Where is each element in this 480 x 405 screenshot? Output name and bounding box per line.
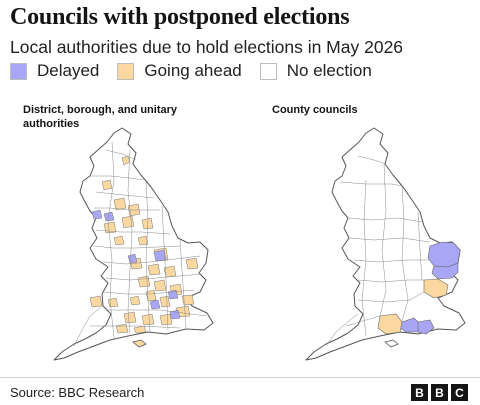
england-landmass (305, 127, 466, 361)
boundary-line (379, 163, 387, 317)
boundary-line (357, 279, 424, 283)
boundary-line (127, 149, 133, 335)
area-going-ahead (103, 221, 117, 234)
boundary-line (179, 239, 187, 329)
boundary-line (95, 191, 155, 199)
area-going-ahead (137, 235, 149, 246)
boundary-line (345, 315, 381, 327)
area-going-ahead (181, 294, 195, 306)
england-outline (305, 127, 466, 361)
area-going-ahead (133, 325, 147, 334)
area-going-ahead (121, 155, 131, 166)
county-east-sussex (417, 319, 435, 335)
area-going-ahead (163, 265, 177, 278)
area-going-ahead (185, 257, 199, 270)
area-going-ahead (123, 311, 137, 324)
area-going-ahead (129, 295, 141, 306)
boundary-line (73, 307, 101, 347)
chart-subtitle: Local authorities due to hold elections … (10, 37, 404, 57)
legend: Delayed Going ahead No election (10, 61, 390, 81)
area-going-ahead (153, 279, 167, 292)
boundary-line (145, 179, 151, 333)
county-boundaries (325, 155, 431, 347)
boundary-line (90, 325, 181, 329)
district-panel-label: District, borough, and unitary authoriti… (23, 104, 178, 130)
legend-swatch-no-election (259, 62, 277, 80)
boundary-line (103, 289, 195, 295)
legend-swatch-delayed (10, 62, 27, 80)
source-note: Source: BBC Research (10, 385, 145, 400)
delayed-counties (399, 241, 461, 335)
boundary-line (94, 207, 160, 211)
boundary-line (103, 255, 201, 265)
area-going-ahead (113, 235, 125, 246)
area-going-ahead (145, 289, 157, 302)
district-map (53, 127, 214, 361)
area-going-ahead (141, 313, 155, 326)
boundary-line (105, 149, 137, 161)
county-norfolk (427, 241, 461, 268)
chart-title: Councils with postponed elections (10, 4, 350, 30)
boundary-line (107, 141, 115, 339)
area-going-ahead (101, 179, 113, 191)
area-delayed (149, 299, 161, 310)
boundary-line (325, 313, 359, 347)
county-map (305, 127, 466, 361)
area-delayed (91, 209, 103, 220)
boundary-line (93, 245, 181, 249)
area-going-ahead (159, 313, 173, 326)
boundary-line (90, 175, 145, 181)
boundary-line (357, 291, 425, 303)
boundary-line (401, 185, 409, 323)
isle-of-wight (132, 339, 147, 348)
legend-swatch-going-ahead (117, 62, 135, 80)
area-going-ahead (137, 275, 151, 288)
area-going-ahead (89, 295, 103, 308)
boundary-line (105, 273, 203, 281)
bbc-logo-block: C (451, 384, 468, 401)
legend-item-delayed: Delayed (10, 61, 99, 81)
boundary-line (161, 205, 169, 331)
isle-of-wight (384, 339, 399, 348)
boundary-line (349, 237, 431, 243)
boundary-line (357, 155, 387, 165)
area-going-ahead (121, 215, 135, 229)
bbc-logo: B B C (408, 384, 468, 401)
boundary-line (339, 181, 403, 187)
area-going-ahead (113, 197, 127, 211)
county-panel-label: County councils (272, 104, 358, 116)
boundary-line (106, 309, 207, 317)
legend-item-no-election: No election (259, 61, 372, 81)
county-suffolk (431, 262, 459, 280)
legend-label-delayed: Delayed (37, 61, 100, 80)
boundary-line (95, 229, 171, 235)
boundary-line (361, 179, 367, 337)
footer-divider (0, 377, 480, 378)
area-going-ahead (159, 295, 171, 308)
bbc-logo-block: B (411, 384, 428, 401)
england-outline (53, 127, 214, 361)
authority-boundaries (73, 141, 207, 347)
england-landmass (53, 127, 214, 361)
county-hampshire (377, 313, 403, 335)
legend-label-going-ahead: Going ahead (144, 61, 242, 80)
legend-item-going-ahead: Going ahead (117, 61, 242, 81)
area-going-ahead (147, 263, 161, 276)
boundary-line (417, 211, 423, 281)
bbc-logo-block: B (431, 384, 448, 401)
legend-label-no-election: No election (286, 61, 372, 80)
